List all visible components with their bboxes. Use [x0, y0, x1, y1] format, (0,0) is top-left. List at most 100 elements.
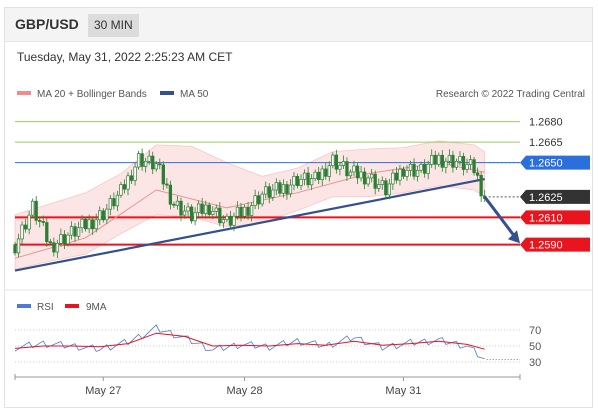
- candle: [327, 165, 331, 177]
- candle: [257, 195, 261, 205]
- candle: [253, 195, 257, 206]
- candle: [458, 156, 462, 162]
- x-tick-label: May 31: [385, 385, 421, 397]
- rsi-ma-legend-swatch: [65, 304, 79, 308]
- candle: [405, 169, 409, 177]
- chart-header: GBP/USD 30 MIN: [5, 8, 592, 42]
- candle: [345, 161, 349, 177]
- level-label-box: [520, 155, 590, 170]
- candle: [387, 183, 391, 196]
- candle: [271, 189, 275, 198]
- time-axis: May 27 May 28 May 31: [14, 374, 521, 397]
- candle: [278, 182, 282, 194]
- candle: [179, 200, 183, 216]
- rsi-line: [14, 324, 485, 360]
- candle: [182, 210, 187, 216]
- candle: [309, 178, 314, 186]
- candle: [69, 226, 74, 236]
- candle: [165, 183, 169, 186]
- candle: [204, 204, 208, 214]
- candle: [207, 204, 211, 215]
- rsi-ma-line: [14, 332, 485, 350]
- candle: [362, 171, 367, 185]
- level-label-box: [520, 210, 590, 225]
- x-tick-label: May 27: [85, 385, 121, 397]
- candle: [302, 172, 307, 180]
- candle: [235, 206, 240, 217]
- candle: [430, 154, 434, 165]
- candle: [38, 219, 42, 222]
- candle: [55, 242, 60, 253]
- candle: [348, 171, 353, 177]
- rsi-legend-swatch: [17, 304, 31, 308]
- ma-bb-legend: MA 20 + Bollinger Bands: [37, 89, 147, 100]
- candle: [324, 168, 328, 177]
- candle: [426, 163, 430, 174]
- candle: [214, 207, 218, 212]
- price-plot: 1.2680 1.2665 1.2650 1.2625 1.2610 1.2590: [13, 117, 590, 272]
- timeframe-badge[interactable]: 30 MIN: [88, 14, 139, 37]
- candle: [133, 166, 137, 181]
- candle: [80, 218, 84, 229]
- candle: [101, 210, 105, 221]
- candle: [419, 163, 423, 171]
- rsi-tick-label: 70: [529, 325, 541, 337]
- candle: [281, 184, 286, 194]
- candle: [292, 175, 296, 186]
- candle: [331, 154, 335, 167]
- candle: [299, 178, 303, 186]
- candle: [200, 203, 204, 214]
- timestamp: Tuesday, May 31, 2022 2:25:23 AM CET: [17, 50, 233, 64]
- candle: [105, 208, 109, 221]
- ma50-line: [14, 178, 485, 272]
- candle: [306, 172, 310, 186]
- candle: [196, 203, 201, 213]
- candle: [440, 154, 444, 168]
- candle: [122, 184, 127, 190]
- candle: [16, 238, 21, 254]
- candle: [151, 155, 155, 170]
- candle: [218, 207, 222, 224]
- x-tick-label: May 28: [227, 385, 263, 397]
- candle: [377, 184, 381, 189]
- candle: [27, 214, 31, 230]
- candle: [380, 180, 384, 185]
- credit-text: Research © 2022 Trading Central: [436, 89, 585, 100]
- candle: [20, 224, 24, 240]
- candle: [394, 172, 399, 181]
- candle: [119, 184, 123, 196]
- candle: [352, 165, 356, 173]
- candle: [285, 184, 289, 195]
- candle: [13, 244, 17, 254]
- candle: [246, 206, 250, 216]
- candle: [126, 175, 130, 190]
- candle: [412, 163, 416, 177]
- level-label-box: [520, 237, 590, 252]
- candle: [168, 184, 173, 205]
- ma-bb-legend-swatch: [17, 91, 31, 95]
- candle: [158, 163, 162, 166]
- rsi-legend: RSI: [37, 302, 54, 313]
- candle: [225, 215, 229, 220]
- candle: [341, 161, 346, 166]
- candle: [465, 164, 469, 170]
- candle: [76, 227, 81, 237]
- candle: [408, 163, 413, 171]
- candle: [415, 169, 420, 177]
- candle: [48, 241, 52, 244]
- candle: [355, 165, 360, 179]
- candle: [91, 219, 95, 230]
- candle: [112, 198, 116, 207]
- level-label: 1.2610: [529, 212, 563, 224]
- candle: [373, 173, 377, 189]
- candle: [274, 182, 278, 191]
- candle: [115, 194, 120, 207]
- candle: [73, 226, 77, 237]
- candle: [239, 206, 243, 217]
- candle: [189, 206, 194, 222]
- candle: [129, 175, 134, 181]
- candle: [136, 153, 141, 168]
- rsi-plot: 70 50 30: [14, 324, 541, 369]
- candle: [391, 172, 395, 185]
